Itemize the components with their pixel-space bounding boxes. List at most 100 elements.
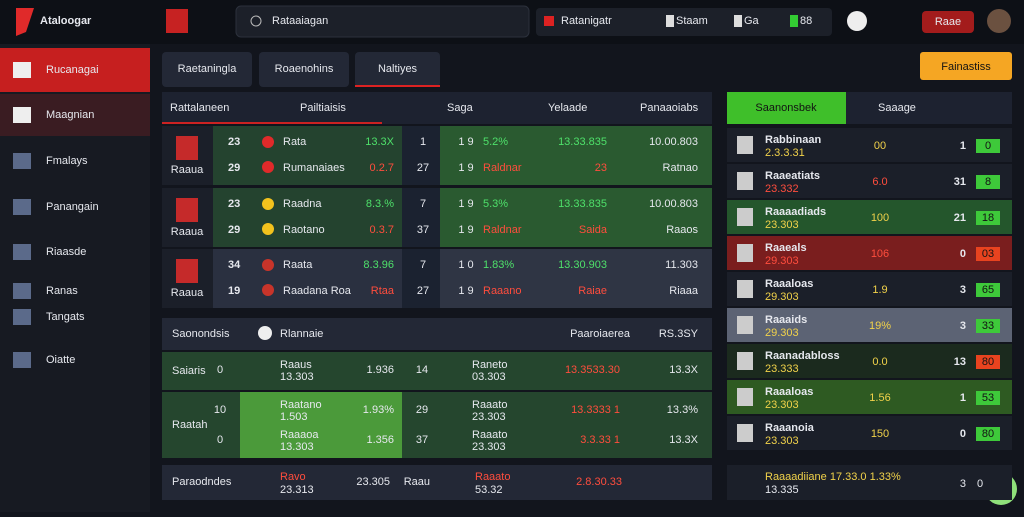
footer-team: Raaato	[475, 471, 510, 483]
team-code: 23.333	[765, 363, 799, 375]
section-cell: 13.3X	[669, 364, 698, 376]
right-tab[interactable]: Saaage	[878, 102, 916, 114]
tab	[355, 52, 440, 87]
column-header[interactable]: Yelaade	[548, 102, 587, 114]
section-team: Rlannaie	[280, 328, 323, 340]
cell-text: 23	[228, 136, 240, 148]
section-cell: 13.3333 1	[571, 404, 620, 416]
team-code: 23.332	[765, 183, 799, 195]
action-button-label[interactable]: Fainastiss	[941, 61, 991, 73]
nav-item[interactable]: Fmalays	[46, 155, 88, 167]
nav-icon	[13, 283, 31, 299]
footer-title: Paraodndes	[172, 476, 232, 488]
section-cell: 13.3X	[669, 434, 698, 446]
team-crest	[176, 198, 198, 222]
badge-label: 80	[982, 356, 994, 368]
badge-label: 65	[982, 284, 994, 296]
nav-item[interactable]: Riaasde	[46, 246, 86, 258]
cell-text: 37	[417, 224, 429, 236]
team-value: 106	[871, 248, 889, 260]
nav-icon	[13, 309, 31, 325]
badge	[976, 211, 1000, 225]
standings-row	[727, 344, 1012, 378]
team-icon	[262, 259, 274, 271]
right-tab[interactable]: Saanonsbek	[755, 102, 817, 114]
section-cell: 1.503	[280, 411, 308, 423]
pill-icon	[666, 15, 674, 27]
section-cell: 23.303	[472, 411, 506, 423]
team-icon	[262, 198, 274, 210]
cell-text: Riaaa	[669, 285, 699, 297]
section-cell: 13.303	[280, 371, 314, 383]
standings-row	[727, 164, 1012, 198]
badge	[976, 391, 1000, 405]
team-name: Raaaloas	[765, 386, 813, 398]
pill[interactable]: 88	[800, 15, 812, 27]
team-name: Raaaids	[765, 314, 807, 326]
team-code: Raaua	[171, 164, 204, 176]
team-code: 29.303	[765, 291, 799, 303]
cell-text: Saida	[579, 224, 608, 236]
section-title: Saonondsis	[172, 328, 230, 340]
team-value: 19%	[869, 320, 891, 332]
nav-item[interactable]: Oiatte	[46, 354, 75, 366]
footer-code: 23.313	[280, 484, 314, 496]
team-code: Raaua	[171, 287, 204, 299]
team-value: 150	[871, 428, 889, 440]
team-code: Raaua	[171, 226, 204, 238]
nav-item[interactable]: Maagnian	[46, 109, 94, 121]
tab-label[interactable]: Raetaningla	[178, 63, 238, 75]
logo: Ataloogar	[40, 15, 92, 27]
team-value: 6.0	[872, 176, 887, 188]
column-header[interactable]: Saga	[447, 102, 474, 114]
footer-code: 23.305	[356, 476, 390, 488]
row-cell	[213, 126, 402, 185]
team-crest	[737, 424, 753, 442]
cell-text: 10.00.803	[649, 136, 698, 148]
nav-icon	[13, 199, 31, 215]
badge-label: 18	[982, 212, 994, 224]
header-button[interactable]: Raae	[935, 16, 961, 28]
section-cell: 13.303	[280, 441, 314, 453]
tab	[259, 52, 349, 87]
section-cell: 1.936	[366, 364, 394, 376]
nav-item[interactable]: Tangats	[46, 311, 85, 323]
nav-icon	[13, 153, 31, 169]
team-crest	[737, 316, 753, 334]
nav-item[interactable]: Ranas	[46, 285, 78, 297]
tab-label[interactable]: Roaenohins	[275, 63, 334, 75]
column-header[interactable]: Pailtiaisis	[300, 102, 346, 114]
row-cell	[213, 249, 402, 308]
tab	[162, 52, 252, 87]
cell-text: 1.83%	[483, 259, 514, 271]
team-crest	[737, 388, 753, 406]
tab-label[interactable]: Naltiyes	[378, 63, 418, 75]
team-crest	[176, 259, 198, 283]
badge-label: 03	[982, 248, 994, 260]
search-input[interactable]: Rataaiagan	[272, 15, 328, 27]
team-rank: 3	[960, 320, 966, 332]
team-rank: 21	[954, 212, 966, 224]
team-name: Raaeatiats	[765, 170, 820, 182]
badge-label: 8	[985, 176, 991, 188]
nav-item[interactable]: Rucanagai	[46, 64, 99, 76]
badge-label: 33	[982, 320, 994, 332]
footer-row	[162, 465, 712, 500]
cell-text: 27	[417, 285, 429, 297]
right-footer-name: Raaaadiiane 17.33.0 1.33%	[765, 471, 901, 483]
badge-label: 53	[982, 392, 994, 404]
section-cell: Raatano	[280, 399, 322, 411]
nav-icon	[13, 107, 31, 123]
pill-icon	[734, 15, 742, 27]
pill[interactable]: Staam	[676, 15, 708, 27]
nav-item[interactable]: Panangain	[46, 201, 99, 213]
cell-text: Raaano	[483, 285, 522, 297]
section-cell: 03.303	[472, 371, 506, 383]
team-crest	[737, 136, 753, 154]
column-header[interactable]: Panaaoiabs	[640, 102, 699, 114]
pill[interactable]: Ga	[744, 15, 760, 27]
column-header[interactable]: Rattalaneen	[170, 102, 229, 114]
pill-icon	[790, 15, 798, 27]
badge-label: 80	[982, 428, 994, 440]
cell-text: 11.303	[665, 259, 698, 271]
